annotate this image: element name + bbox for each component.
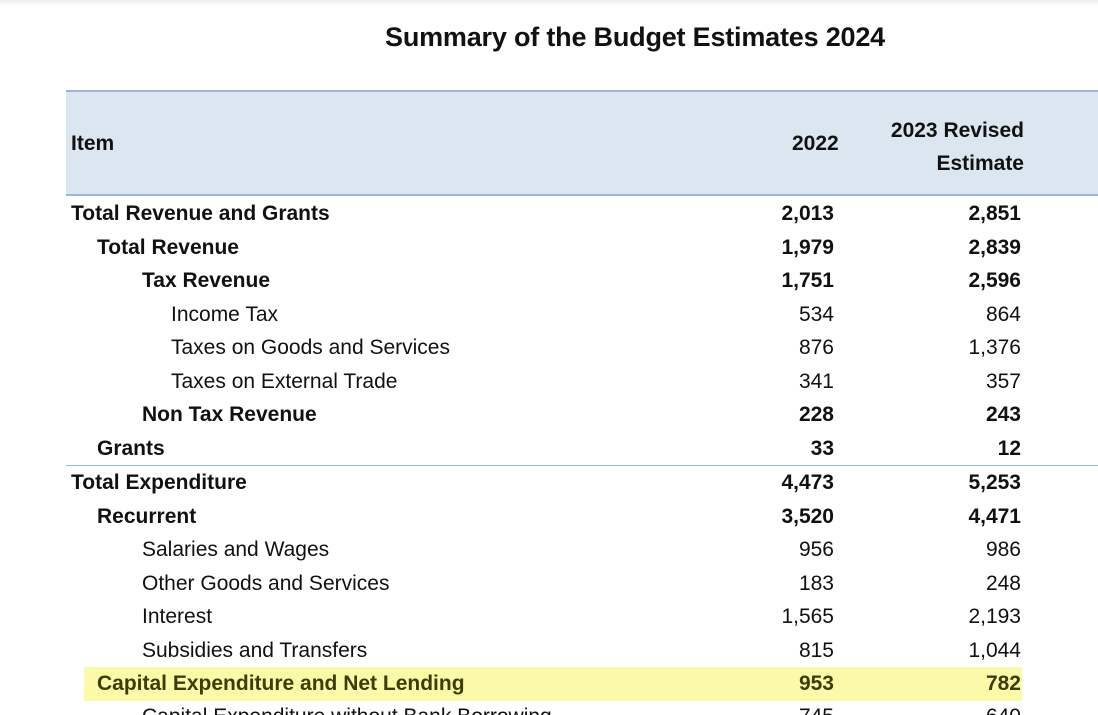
row-value-2023: 864	[985, 302, 1021, 326]
row-label: Taxes on External Trade	[171, 369, 398, 393]
row-label: Capital Expenditure without Bank Borrowi…	[142, 705, 552, 715]
row-label: Recurrent	[97, 504, 197, 528]
row-label: Interest	[142, 605, 213, 628]
row-value-2022: 876	[798, 336, 834, 359]
row-value-2022: 956	[798, 538, 834, 561]
row-label: Other Goods and Services	[142, 571, 390, 595]
row-value-2023: 782	[985, 672, 1021, 695]
row-label: Non Tax Revenue	[142, 403, 317, 426]
table-row-taxes-goods-services: Taxes on Goods and Services 876 1,376	[66, 331, 1098, 365]
row-label: Salaries and Wages	[142, 538, 330, 561]
row-label: Taxes on Goods and Services	[171, 336, 450, 359]
table-row-subsidies-transfers: Subsidies and Transfers 815 1,044	[66, 634, 1098, 668]
row-label: Tax Revenue	[142, 269, 270, 292]
row-label: Grants	[97, 436, 165, 460]
row-value-2023: 4,471	[968, 504, 1021, 528]
row-value-2023: 248	[985, 571, 1021, 595]
row-value-2022: 33	[810, 436, 834, 460]
table-row-total-expenditure: Total Expenditure 4,473 5,253	[66, 465, 1098, 500]
table-header: Item 2022 2023 Revised Estimate	[66, 90, 1098, 196]
table-row-interest: Interest 1,565 2,193	[66, 600, 1098, 634]
row-label: Total Revenue and Grants	[71, 202, 330, 225]
row-value-2023: 5,253	[968, 471, 1021, 494]
table-row-grants: Grants 33 12	[66, 432, 1098, 466]
table-row-other-goods-services: Other Goods and Services 183 248	[66, 567, 1098, 601]
table-row-total-revenue: Total Revenue 1,979 2,839	[66, 231, 1098, 265]
row-value-2023: 2,839	[968, 235, 1021, 259]
row-label: Total Expenditure	[71, 471, 247, 494]
header-item: Item	[71, 132, 115, 155]
top-edge	[0, 0, 1098, 6]
header-2022: 2022	[792, 132, 839, 155]
row-value-2022: 815	[798, 638, 834, 662]
row-value-2023: 243	[985, 403, 1021, 426]
row-value-2023: 12	[997, 436, 1021, 460]
row-value-2023: 2,193	[968, 605, 1021, 628]
row-label: Total Revenue	[97, 235, 239, 259]
table-row-tax-revenue: Tax Revenue 1,751 2,596	[66, 264, 1098, 298]
row-value-2022: 183	[798, 571, 834, 595]
table-row-capital-expenditure-net-lending: Capital Expenditure and Net Lending 953 …	[84, 667, 1022, 701]
table-row-recurrent: Recurrent 3,520 4,471	[66, 500, 1098, 534]
row-value-2022: 1,979	[781, 235, 834, 259]
row-value-2022: 534	[798, 302, 834, 326]
row-value-2022: 953	[798, 672, 834, 695]
header-2023-revised-estimate: 2023 Revised Estimate	[856, 114, 1024, 180]
row-label: Capital Expenditure and Net Lending	[97, 672, 465, 695]
table-row-income-tax: Income Tax 534 864	[66, 298, 1098, 332]
table-row-salaries-wages: Salaries and Wages 956 986	[66, 533, 1098, 567]
row-value-2023: 1,376	[968, 336, 1021, 359]
row-value-2023: 2,596	[968, 269, 1021, 292]
row-value-2022: 2,013	[781, 202, 834, 225]
table-row-taxes-external-trade: Taxes on External Trade 341 357	[66, 365, 1098, 399]
page-title: Summary of the Budget Estimates 2024	[385, 22, 885, 52]
row-value-2023: 640	[986, 705, 1021, 715]
row-value-2022: 1,751	[781, 269, 834, 292]
table-row-non-tax-revenue: Non Tax Revenue 228 243	[66, 398, 1098, 432]
row-value-2022: 745	[799, 705, 834, 715]
row-value-2022: 1,565	[781, 605, 834, 628]
row-value-2022: 4,473	[781, 471, 834, 494]
row-label: Income Tax	[171, 302, 278, 326]
row-value-2022: 3,520	[781, 504, 834, 528]
row-value-2023: 2,851	[968, 202, 1021, 225]
row-value-2023: 357	[985, 369, 1021, 393]
header-2023-line2: Estimate	[936, 152, 1024, 175]
row-value-2022: 228	[798, 403, 834, 426]
row-label: Subsidies and Transfers	[142, 638, 368, 662]
budget-table: Total Revenue and Grants 2,013 2,851 Tot…	[66, 197, 1098, 715]
row-value-2023: 986	[985, 538, 1021, 561]
header-2023-line1: 2023 Revised	[890, 119, 1024, 142]
row-value-2023: 1,044	[968, 638, 1021, 662]
table-row-total-revenue-and-grants: Total Revenue and Grants 2,013 2,851	[66, 197, 1098, 231]
row-value-2022: 341	[798, 369, 834, 393]
